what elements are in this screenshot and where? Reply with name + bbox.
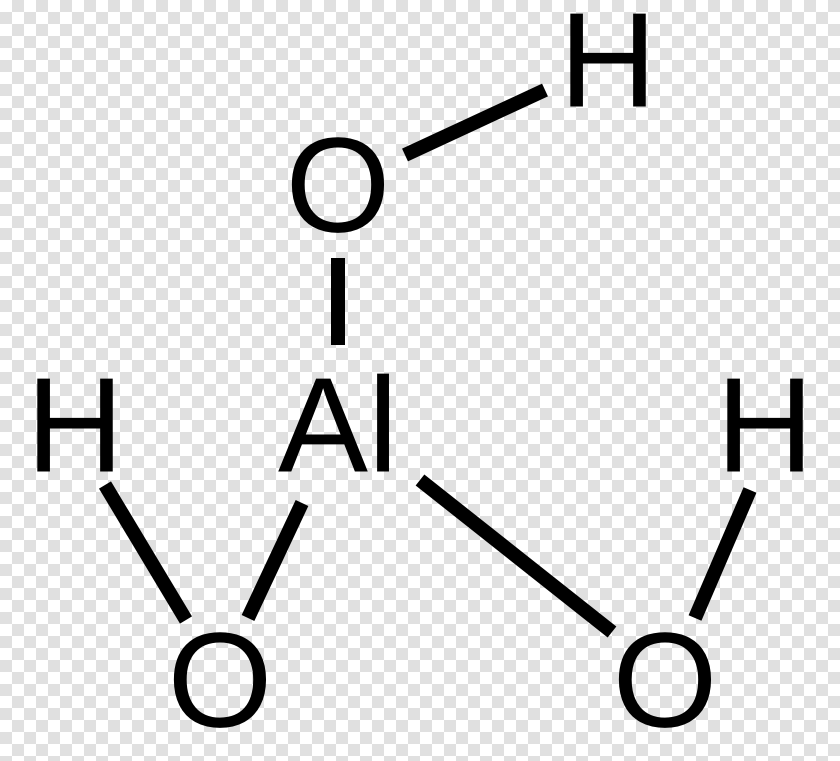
bond-Al-O_left: [248, 503, 302, 618]
bonds-group: [105, 90, 750, 632]
bond-O_right-H_right: [695, 490, 750, 618]
atom-H_right: H: [716, 350, 814, 501]
atom-H_top: H: [559, 0, 657, 136]
bond-O_top-H_top: [405, 90, 545, 155]
atom-O_right: O: [612, 605, 717, 756]
atom-O_left: O: [167, 605, 272, 756]
atom-H_left: H: [26, 350, 124, 501]
bond-O_left-H_left: [105, 485, 186, 620]
atoms-group: AlOHOHOH: [26, 0, 814, 756]
atom-Al: Al: [278, 350, 398, 501]
atom-O_top: O: [285, 110, 390, 261]
bond-Al-O_right: [420, 480, 612, 632]
chemical-structure-diagram: AlOHOHOH: [0, 0, 840, 761]
